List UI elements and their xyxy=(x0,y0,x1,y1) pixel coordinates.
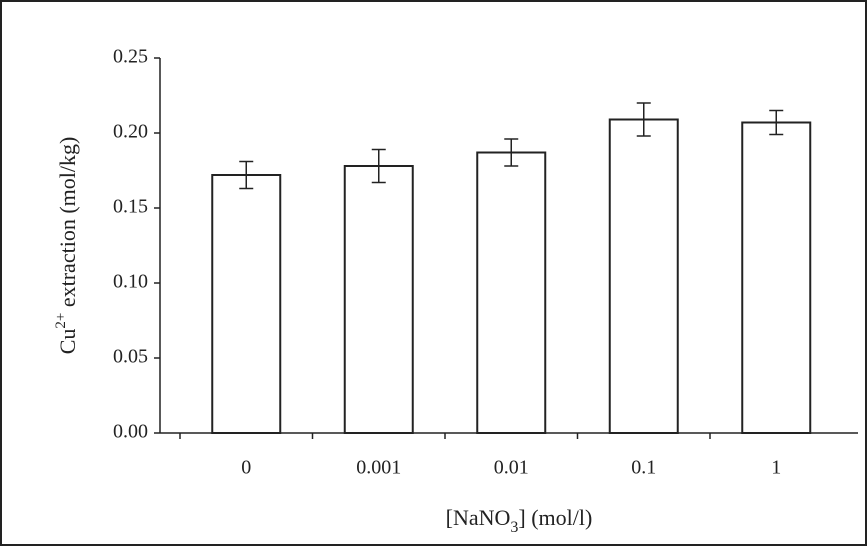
x-tick-label: 0.1 xyxy=(631,457,656,479)
bar xyxy=(742,123,810,434)
x-tick-label: 0 xyxy=(241,457,251,479)
y-tick-label: 0.15 xyxy=(113,196,148,218)
x-axis-label-part: 3 xyxy=(510,519,518,536)
y-tick-label: 0.05 xyxy=(113,346,148,368)
bar xyxy=(610,120,678,434)
y-tick-label: 0.10 xyxy=(113,271,148,293)
y-tick-label: 0.20 xyxy=(113,121,148,143)
bar xyxy=(345,166,413,433)
bar xyxy=(212,175,280,433)
y-axis-label-part: 2+ xyxy=(53,313,69,329)
y-axis-label-part: extraction (mol/kg) xyxy=(55,137,80,313)
x-axis-label-part: [NaNO xyxy=(446,505,511,530)
y-tick-label: 0.00 xyxy=(113,421,148,443)
x-tick-label: 1 xyxy=(771,457,781,479)
x-axis-label-part: ] (mol/l) xyxy=(518,505,592,530)
y-tick-label: 0.25 xyxy=(113,46,148,68)
y-axis-label-part: Cu xyxy=(55,329,80,355)
bar xyxy=(477,153,545,434)
x-tick-label: 0.01 xyxy=(494,457,529,479)
x-tick-label: 0.001 xyxy=(356,457,401,479)
chart: 0.00 0.05 0.10 0.15 0.20 0.25 0 0.001 0.01 0.1 1 Cu… xyxy=(0,0,867,546)
